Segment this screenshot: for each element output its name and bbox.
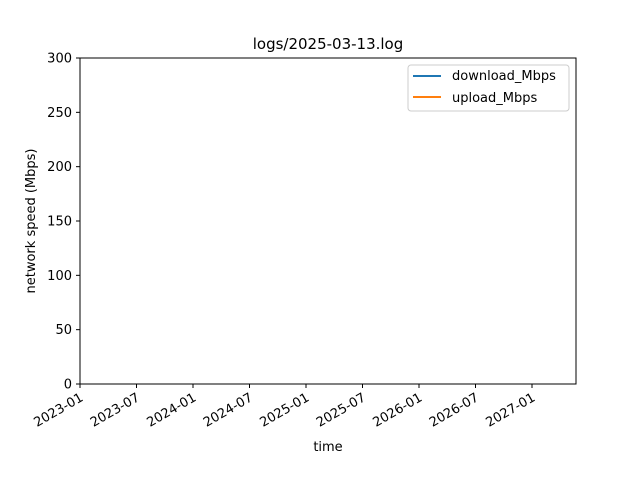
legend: download_Mbps upload_Mbps bbox=[407, 64, 570, 112]
y-tick-label: 0 bbox=[64, 378, 72, 393]
y-tick-label: 250 bbox=[47, 106, 72, 121]
legend-label-upload: upload_Mbps bbox=[452, 91, 537, 106]
legend-frame bbox=[407, 64, 570, 112]
y-tick-label: 150 bbox=[47, 215, 72, 230]
y-tick-label: 200 bbox=[47, 160, 72, 175]
y-tick-label: 50 bbox=[55, 323, 72, 338]
y-axis-label: network speed (Mbps) bbox=[24, 149, 39, 294]
y-tick-label: 300 bbox=[47, 52, 72, 67]
legend-label-download: download_Mbps bbox=[452, 69, 556, 84]
chart-title: logs/2025-03-13.log bbox=[253, 35, 404, 53]
y-tick-label: 100 bbox=[47, 269, 72, 284]
y-axis: 0 50 100 150 200 250 300 bbox=[47, 52, 80, 393]
x-axis-label: time bbox=[313, 440, 342, 455]
